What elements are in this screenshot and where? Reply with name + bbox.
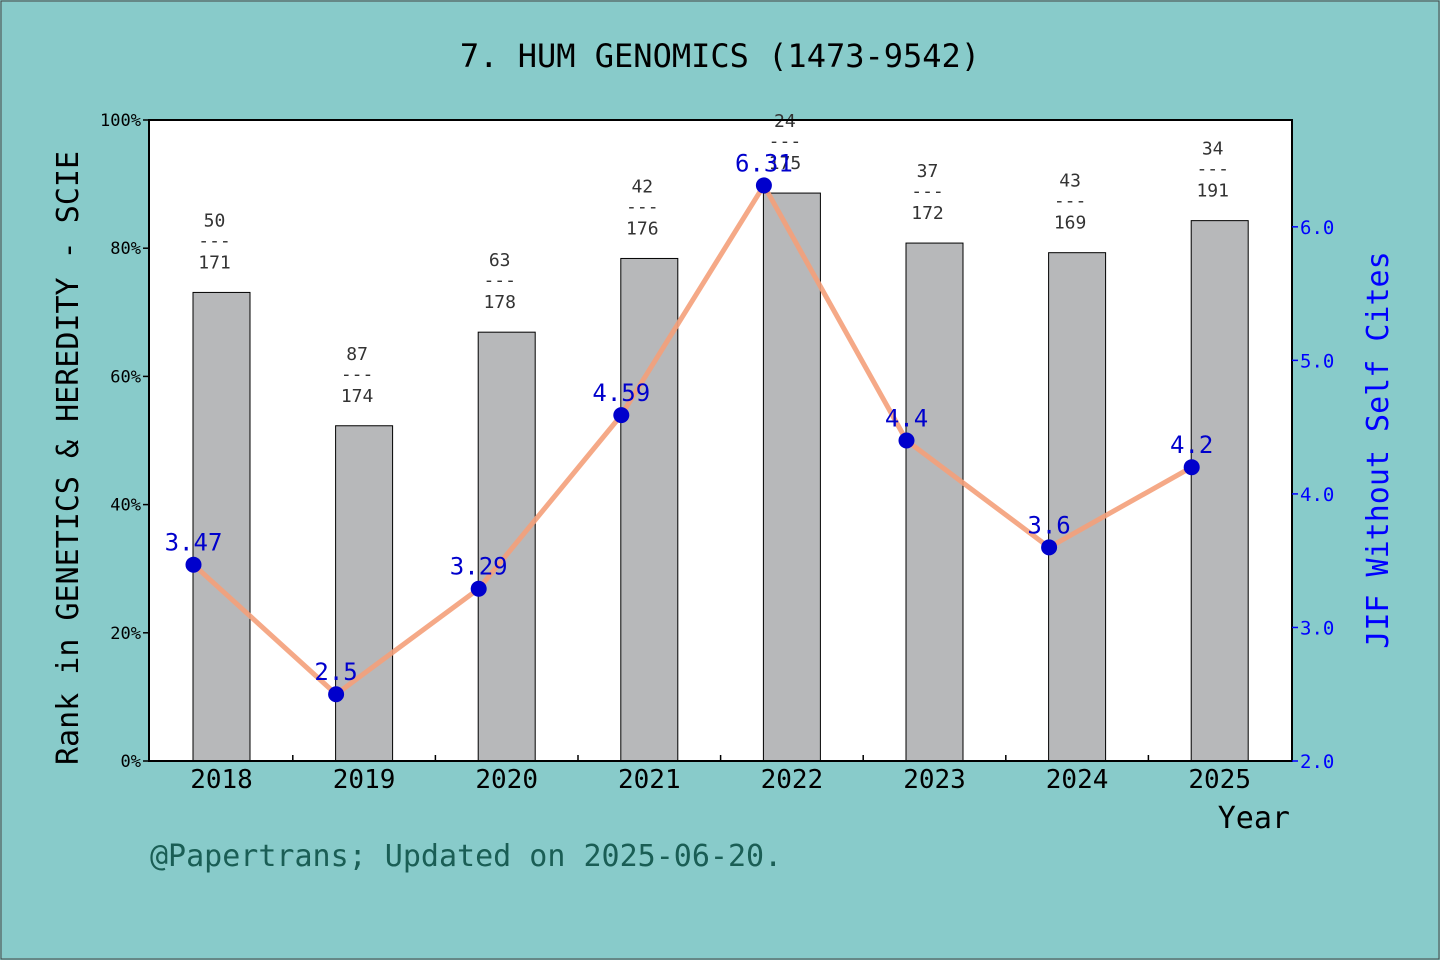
left-tick-label: 40% [110,496,141,516]
rank-divider: --- [911,181,944,202]
rank-divider: --- [1196,159,1229,180]
rank-divider: --- [769,131,802,152]
jif-marker [185,556,202,573]
x-tick-label: 2025 [1188,765,1251,795]
jif-value-label: 3.47 [165,529,223,557]
left-tick-label: 100% [100,111,141,131]
rank-divider: --- [1054,191,1087,212]
rank-label: 37 [917,161,939,182]
total-label: 178 [483,292,516,313]
x-tick-label: 2023 [903,765,966,795]
jif-marker [613,407,630,424]
jif-value-label: 4.59 [592,379,650,407]
jif-value-label: 6.31 [735,149,793,177]
jif-value-label: 3.29 [450,553,508,581]
jif-marker [755,177,772,194]
left-tick-label: 80% [110,239,141,259]
total-label: 176 [626,218,659,239]
left-tick-label: 20% [110,624,141,644]
bar-2018 [192,291,251,762]
y-axis-right-label: JIF Without Self Cites [1361,251,1396,648]
jif-marker [898,432,915,449]
bar-2019 [335,425,394,762]
chart-title: 7. HUM GENOMICS (1473-9542) [460,37,980,75]
line-layer: 3.47 2.5 3.29 4.59 6.31 4.4 3.6 4.2 [165,149,1213,703]
total-label: 175 [769,153,802,174]
total-label: 169 [1054,213,1087,234]
bar-2025 [1190,220,1249,762]
right-axis: 2.0 3.0 4.0 5.0 6.0 [1292,217,1334,773]
total-label: 191 [1196,181,1229,202]
jif-value-label: 4.4 [885,405,928,433]
bar-2023 [905,242,964,762]
rank-divider: --- [341,364,374,385]
x-tick-label: 2018 [190,765,253,795]
total-label: 174 [341,386,374,407]
x-axis-label: Year [1218,801,1290,836]
rank-label: 63 [489,250,511,271]
bar-2024 [1048,252,1107,762]
jif-value-label: 4.2 [1170,431,1213,459]
rank-divider: --- [626,196,659,217]
rank-label: 34 [1202,139,1224,160]
right-tick-label: 6.0 [1300,217,1334,239]
left-tick-label: 0% [121,752,141,772]
bar-2020 [477,331,536,762]
jif-marker [328,686,345,703]
total-label: 172 [911,203,944,224]
rank-label: 24 [774,111,796,132]
x-tick-label: 2022 [761,765,824,795]
x-axis: 2018 2019 2020 2021 2022 2023 2024 2025 [190,755,1251,795]
rank-divider: --- [198,230,231,251]
right-tick-label: 2.0 [1300,751,1334,773]
left-tick-label: 60% [110,367,141,387]
jif-marker [1183,459,1200,476]
rank-label: 43 [1059,171,1081,192]
rank-label: 42 [631,176,653,197]
x-tick-label: 2020 [475,765,538,795]
left-axis: 0% 20% 40% 60% 80% 100% [100,111,149,772]
right-tick-label: 5.0 [1300,350,1334,372]
x-tick-label: 2024 [1046,765,1109,795]
rank-label: 50 [204,210,226,231]
x-tick-label: 2019 [333,765,396,795]
jif-marker [1041,539,1058,556]
footer-credit: @Papertrans; Updated on 2025-06-20. [150,839,782,874]
jif-line [191,182,1193,697]
bars-layer: 50---17187---17463---17842---17624---175… [192,111,1249,762]
rank-divider: --- [483,270,516,291]
rank-label: 87 [346,344,368,365]
y-axis-left-label: Rank in GENETICS & HEREDITY - SCIE [51,151,86,765]
jif-value-label: 3.6 [1027,511,1070,539]
right-tick-label: 3.0 [1300,617,1334,639]
bar-2022 [762,192,821,762]
x-tick-label: 2021 [618,765,681,795]
right-tick-label: 4.0 [1300,484,1334,506]
jif-value-label: 2.5 [314,658,357,686]
jif-marker [470,580,487,597]
total-label: 171 [198,252,231,273]
